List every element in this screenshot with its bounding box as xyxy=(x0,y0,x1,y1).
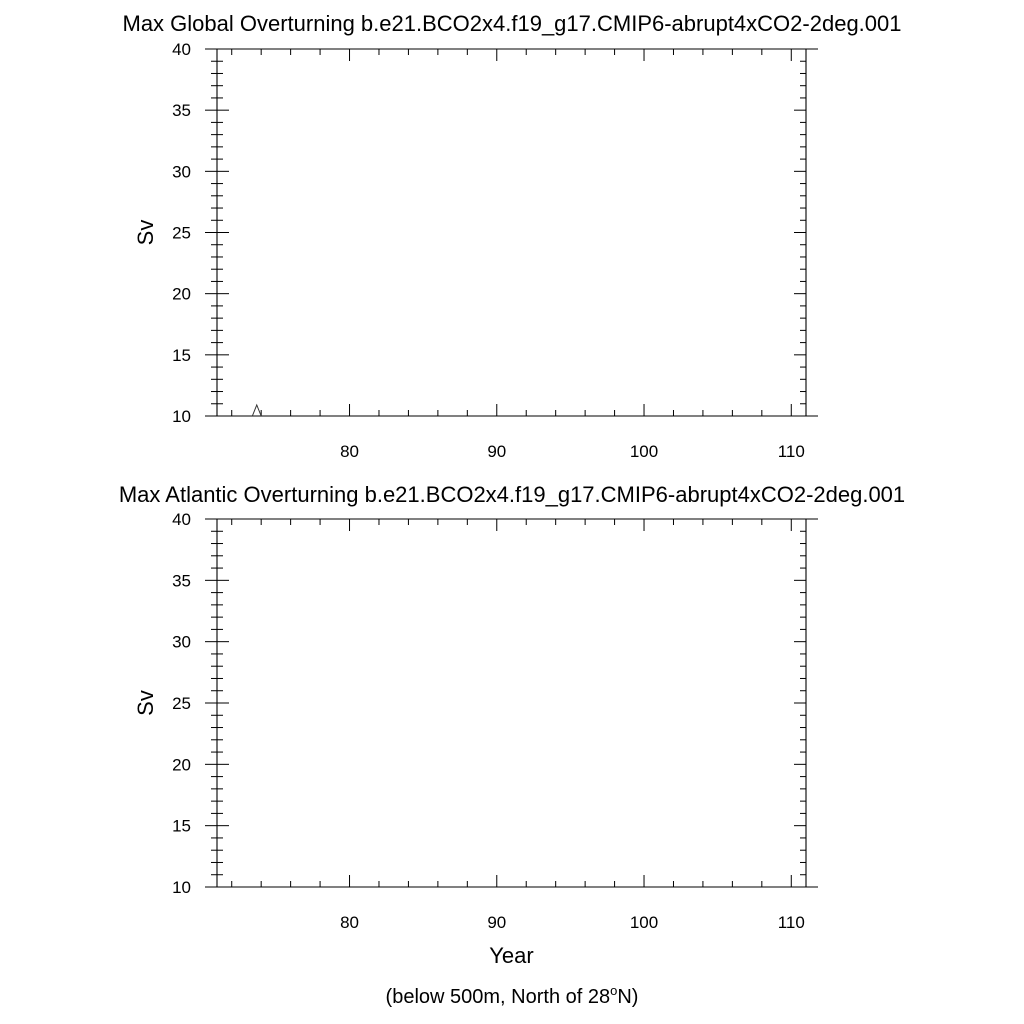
x-tick-label: 100 xyxy=(630,913,658,932)
x-tick-label: 80 xyxy=(340,913,359,932)
y-axis-label: Sv xyxy=(133,690,158,716)
footnote-suffix: N) xyxy=(617,986,638,1008)
x-tick-label: 80 xyxy=(340,442,359,461)
footnote-prefix: (below 500m, North of 28 xyxy=(386,986,611,1008)
y-tick-label: 15 xyxy=(172,346,191,365)
y-tick-label: 25 xyxy=(172,694,191,713)
y-tick-label: 40 xyxy=(172,40,191,59)
x-tick-label: 110 xyxy=(778,913,805,932)
y-axis-label: Sv xyxy=(133,220,158,246)
chart-title: Max Global Overturning b.e21.BCO2x4.f19_… xyxy=(123,11,902,36)
y-tick-label: 30 xyxy=(172,162,191,181)
chart-panel-2: 80 90 100 110 10 15 20 25 30 35 40 Max Atlantic Ove… xyxy=(119,482,905,968)
y-tick-label: 20 xyxy=(172,285,191,304)
chart-title: Max Atlantic Overturning b.e21.BCO2x4.f1… xyxy=(119,482,905,507)
y-tick-label: 35 xyxy=(172,101,191,120)
y-tick-label: 10 xyxy=(172,878,191,897)
x-tick-label: 90 xyxy=(487,913,506,932)
y-tick-label: 40 xyxy=(172,510,191,529)
y-tick-label: 30 xyxy=(172,633,191,652)
x-axis-label: Year xyxy=(489,943,533,968)
footnote-superscript: o xyxy=(610,983,617,998)
y-tick-label: 35 xyxy=(172,571,191,590)
y-tick-label: 15 xyxy=(172,817,191,836)
series-line-1 xyxy=(251,403,262,417)
y-tick-label: 10 xyxy=(172,407,191,426)
y-tick-label: 20 xyxy=(172,755,191,774)
y-tick-label: 25 xyxy=(172,224,191,243)
footnote: (below 500m, North of 28oN) xyxy=(386,983,639,1008)
x-tick-label: 100 xyxy=(630,442,658,461)
chart-panel-1: 80 90 100 110 10 15 20 25 30 35 40 Max Global Overt… xyxy=(123,11,902,461)
x-tick-label: 90 xyxy=(487,442,506,461)
x-tick-label: 110 xyxy=(778,442,805,461)
